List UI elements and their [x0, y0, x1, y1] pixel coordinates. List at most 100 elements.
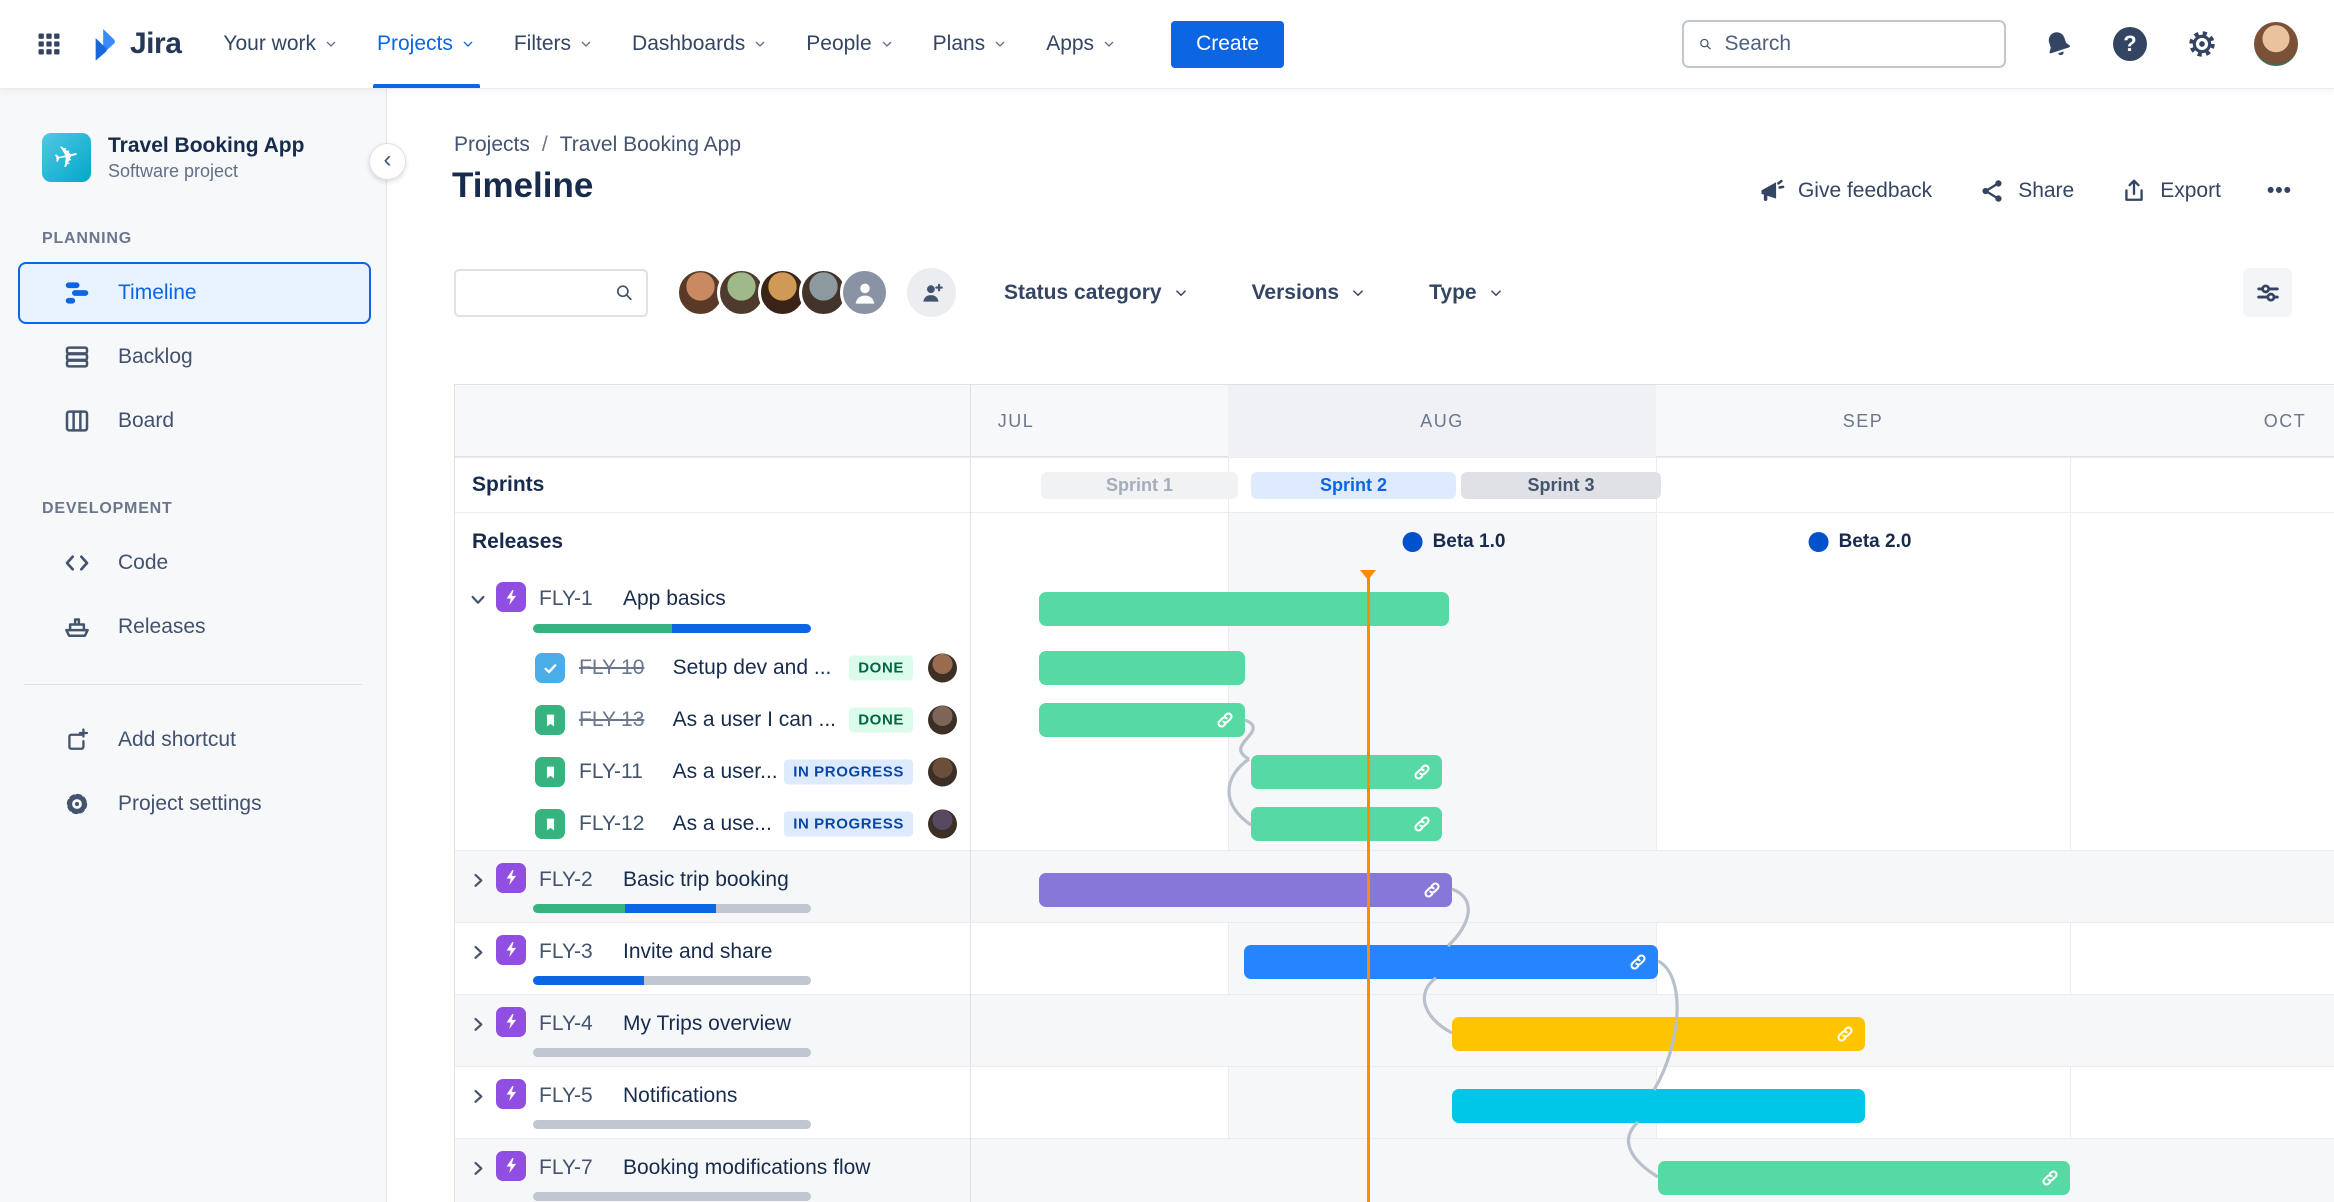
assignee-avatar[interactable]	[928, 809, 957, 839]
gantt-bar-fly-5[interactable]	[1452, 1089, 1865, 1123]
filter-dropdown-status-category[interactable]: Status category	[1004, 281, 1190, 305]
timeline-row-fly-1[interactable]: FLY-1 App basics	[455, 570, 2334, 642]
global-search[interactable]	[1682, 20, 2006, 68]
action-label: Export	[2160, 179, 2221, 202]
issue-key[interactable]: FLY-7	[539, 1155, 593, 1179]
issue-name: Booking modifications flow	[623, 1155, 871, 1179]
project-header[interactable]: ✈ Travel Booking App Software project	[0, 89, 386, 182]
breadcrumb-link[interactable]: Travel Booking App	[559, 133, 742, 156]
user-avatar[interactable]	[2254, 22, 2298, 66]
give-feedback-button[interactable]: Give feedback	[1758, 177, 1932, 205]
sidebar-item-code[interactable]: Code	[18, 532, 371, 594]
nav-item-filters[interactable]: Filters	[514, 0, 594, 88]
share-button[interactable]: Share	[1978, 177, 2074, 205]
chevron-collapsed-icon[interactable]	[467, 941, 489, 963]
assignee-avatar[interactable]	[928, 653, 957, 683]
issue-key[interactable]: FLY-4	[539, 1011, 593, 1035]
gantt-bar-fly-1[interactable]	[1039, 592, 1449, 626]
filter-dropdown-type[interactable]: Type	[1429, 281, 1504, 305]
timeline-row-fly-11[interactable]: FLY-11 As a user... IN PROGRESS	[455, 746, 2334, 798]
help-icon[interactable]: ?	[2110, 24, 2150, 64]
sidebar-item-releases[interactable]: Releases	[18, 596, 371, 658]
filter-dropdown-versions[interactable]: Versions	[1252, 281, 1368, 305]
chevron-collapsed-icon[interactable]	[467, 869, 489, 891]
issue-key[interactable]: FLY-1	[539, 586, 593, 610]
gantt-bar-fly-3[interactable]	[1244, 945, 1658, 979]
nav-item-plans[interactable]: Plans	[933, 0, 1009, 88]
timeline-row-fly-12[interactable]: FLY-12 As a use... IN PROGRESS	[455, 798, 2334, 850]
link-icon	[1411, 761, 1433, 783]
notifications-bell-icon[interactable]	[2038, 24, 2078, 64]
settings-gear-icon[interactable]	[2182, 24, 2222, 64]
month-label: OCT	[2263, 410, 2307, 431]
timeline-search-input[interactable]	[468, 281, 614, 304]
issue-key[interactable]: FLY-11	[579, 760, 643, 783]
link-icon	[2039, 1167, 2061, 1189]
chevron-collapsed-icon[interactable]	[467, 1085, 489, 1107]
sprint-pill-sprint-2[interactable]: Sprint 2	[1251, 472, 1456, 499]
sprint-pill-sprint-3[interactable]: Sprint 3	[1461, 472, 1661, 499]
timeline-row-fly-13[interactable]: FLY-13 As a user I can ... DONE	[455, 694, 2334, 746]
gantt-bar-fly-2[interactable]	[1039, 873, 1452, 907]
add-person-icon[interactable]	[907, 268, 956, 317]
issue-key[interactable]: FLY-12	[579, 812, 645, 835]
app-switcher-icon[interactable]	[28, 23, 70, 65]
gantt-bar-fly-13[interactable]	[1039, 703, 1245, 737]
chevron-down-icon	[323, 36, 339, 52]
gantt-bar-fly-12[interactable]	[1251, 807, 1442, 841]
more-actions-button[interactable]: •••	[2266, 179, 2292, 202]
sidebar-item-board[interactable]: Board	[18, 390, 371, 452]
row-left-cell: FLY-2 Basic trip booking	[455, 851, 970, 922]
timeline-row-fly-5[interactable]: FLY-5 Notifications	[455, 1066, 2334, 1138]
chevron-collapsed-icon[interactable]	[467, 1157, 489, 1179]
assignee-avatar[interactable]	[928, 705, 957, 735]
gantt-bar-fly-10[interactable]	[1039, 651, 1245, 685]
issue-key[interactable]: FLY-3	[539, 939, 593, 963]
code-icon	[62, 548, 92, 578]
view-settings-icon[interactable]	[2243, 268, 2292, 317]
chevron-expanded-icon[interactable]	[467, 588, 489, 610]
task-icon	[535, 653, 565, 683]
sidebar-item-add-shortcut[interactable]: Add shortcut	[18, 709, 371, 771]
gantt-bar-fly-11[interactable]	[1251, 755, 1442, 789]
issue-key[interactable]: FLY-13	[579, 708, 645, 731]
breadcrumb-link[interactable]: Projects	[454, 133, 530, 156]
sprint-pill-sprint-1[interactable]: Sprint 1	[1041, 472, 1238, 499]
assignee-avatar[interactable]	[928, 757, 957, 787]
export-button[interactable]: Export	[2120, 177, 2221, 205]
timeline-row-fly-2[interactable]: FLY-2 Basic trip booking	[455, 850, 2334, 922]
issue-key[interactable]: FLY-10	[579, 656, 645, 679]
nav-item-your-work[interactable]: Your work	[223, 0, 339, 88]
generic-avatar[interactable]	[840, 268, 889, 317]
sidebar-item-timeline[interactable]: Timeline	[18, 262, 371, 324]
timeline-row-fly-3[interactable]: FLY-3 Invite and share	[455, 922, 2334, 994]
chevron-down-icon	[992, 36, 1008, 52]
release-marker-beta-1.0[interactable]: Beta 1.0	[1402, 531, 1505, 553]
timeline-row-fly-10[interactable]: FLY-10 Setup dev and ... DONE	[455, 642, 2334, 694]
issue-key[interactable]: FLY-5	[539, 1083, 593, 1107]
chevron-collapsed-icon[interactable]	[467, 1013, 489, 1035]
panel-chart-separator	[970, 385, 971, 1202]
nav-item-dashboards[interactable]: Dashboards	[632, 0, 768, 88]
timeline-search[interactable]	[454, 268, 648, 317]
collapse-sidebar-button[interactable]: ‹	[369, 143, 406, 180]
nav-item-people[interactable]: People	[806, 0, 894, 88]
user-avatar[interactable]	[676, 268, 725, 317]
month-gridline	[1656, 385, 1657, 1202]
gantt-bar-fly-7[interactable]	[1658, 1161, 2070, 1195]
sidebar-item-backlog[interactable]: Backlog	[18, 326, 371, 388]
jira-logo[interactable]: Jira	[84, 24, 182, 64]
timeline-row-fly-4[interactable]: FLY-4 My Trips overview	[455, 994, 2334, 1066]
release-marker-beta-2.0[interactable]: Beta 2.0	[1808, 531, 1911, 553]
row-left-cell: FLY-5 Notifications	[455, 1067, 970, 1138]
issue-key[interactable]: FLY-2	[539, 867, 593, 891]
timeline-row-fly-7[interactable]: FLY-7 Booking modifications flow	[455, 1138, 2334, 1202]
global-search-input[interactable]	[1724, 32, 1990, 56]
nav-item-apps[interactable]: Apps	[1046, 0, 1117, 88]
create-button[interactable]: Create	[1171, 20, 1285, 68]
user-avatar[interactable]	[717, 268, 766, 317]
sidebar-item-project-settings[interactable]: Project settings	[18, 773, 371, 835]
gantt-bar-fly-4[interactable]	[1452, 1017, 1865, 1051]
nav-item-projects[interactable]: Projects	[373, 0, 480, 88]
status-badge: IN PROGRESS	[784, 811, 913, 837]
